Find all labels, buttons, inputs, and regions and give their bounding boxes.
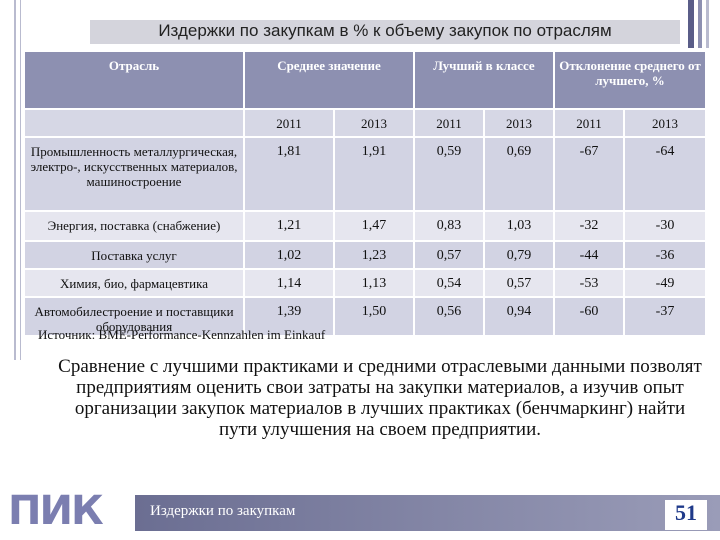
- year-cell: 2011: [415, 110, 485, 138]
- header-cell: Отклонение среднего от лучшего, %: [555, 52, 707, 110]
- blank-cell: [25, 110, 245, 138]
- value-cell: -32: [555, 212, 625, 242]
- value-cell: 0,57: [415, 242, 485, 270]
- value-cell: -60: [555, 298, 625, 337]
- value-cell: 1,23: [335, 242, 415, 270]
- value-cell: 1,81: [245, 138, 335, 212]
- page-box: [665, 500, 707, 530]
- year-cell: 2011: [555, 110, 625, 138]
- title-bar: [90, 20, 680, 44]
- value-cell: 1,39: [245, 298, 335, 337]
- value-cell: 1,13: [335, 270, 415, 298]
- top-stripe: [698, 0, 702, 48]
- value-cell: 1,91: [335, 138, 415, 212]
- value-cell: -64: [625, 138, 707, 212]
- industry-cell: Промышленность металлургическая, электро…: [25, 138, 245, 212]
- value-cell: 1,21: [245, 212, 335, 242]
- source-note: Источник: BME-Performance-Kennzahlen im …: [38, 327, 326, 342]
- value-cell: 1,50: [335, 298, 415, 337]
- value-cell: 0,57: [485, 270, 555, 298]
- footer-text: Издержки по закупкам: [150, 503, 296, 519]
- top-stripe: [688, 0, 694, 48]
- value-cell: -67: [555, 138, 625, 212]
- value-cell: 0,59: [415, 138, 485, 212]
- industry-cell: Поставка услуг: [25, 242, 245, 270]
- industry-cell: Химия, био, фармацевтика: [25, 270, 245, 298]
- page-number: 51: [675, 500, 697, 525]
- value-cell: -49: [625, 270, 707, 298]
- value-cell: -36: [625, 242, 707, 270]
- table: Отрасль Среднее значение Лучший в классе От…: [25, 52, 707, 337]
- value-cell: 0,79: [485, 242, 555, 270]
- header-cell: Отрасль: [25, 52, 245, 110]
- value-cell: 0,56: [415, 298, 485, 337]
- value-cell: -30: [625, 212, 707, 242]
- value-cell: 1,03: [485, 212, 555, 242]
- industry-cell: Энергия, поставка (снабжение): [25, 212, 245, 242]
- top-stripe: [706, 0, 709, 48]
- value-cell: 0,83: [415, 212, 485, 242]
- header-cell: Лучший в классе: [415, 52, 555, 110]
- left-rule: [20, 0, 21, 360]
- industry-cell: Автомобилестроение и поставщики оборудов…: [25, 298, 245, 337]
- value-cell: 0,94: [485, 298, 555, 337]
- footer-bar: [135, 495, 720, 531]
- slide-title: Издержки по закупкам в % к объему закупо…: [158, 21, 612, 40]
- body-text: Сравнение с лучшими практиками и средним…: [58, 356, 702, 440]
- value-cell: 0,69: [485, 138, 555, 212]
- value-cell: 1,14: [245, 270, 335, 298]
- header-cell: Среднее значение: [245, 52, 415, 110]
- value-cell: -37: [625, 298, 707, 337]
- value-cell: 0,54: [415, 270, 485, 298]
- value-cell: 1,02: [245, 242, 335, 270]
- left-rule: [14, 0, 16, 360]
- value-cell: -44: [555, 242, 625, 270]
- year-cell: 2011: [245, 110, 335, 138]
- year-cell: 2013: [485, 110, 555, 138]
- year-cell: 2013: [625, 110, 707, 138]
- year-cell: 2013: [335, 110, 415, 138]
- value-cell: 1,47: [335, 212, 415, 242]
- logo: ПИК: [8, 488, 104, 534]
- value-cell: -53: [555, 270, 625, 298]
